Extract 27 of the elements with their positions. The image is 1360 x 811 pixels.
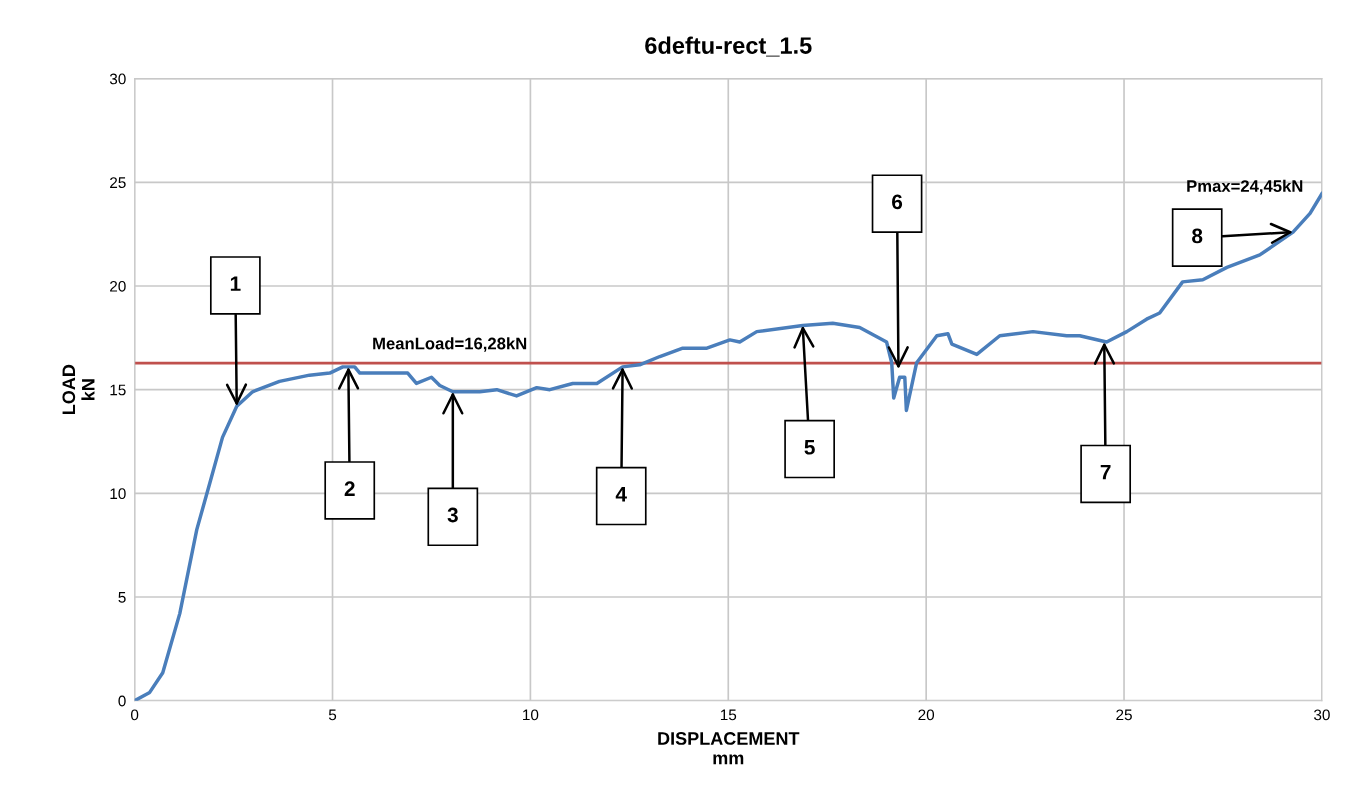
x-tick-label: 20 (918, 709, 935, 721)
annotation: 2 (344, 481, 355, 496)
x-axis-title: DISPLACEMENT mm (658, 732, 800, 765)
y-tick-label: 5 (118, 592, 126, 603)
y-axis-title: LOAD kN (62, 364, 95, 415)
x-tick-label: 15 (720, 709, 737, 721)
annotation: 4 (615, 487, 627, 502)
x-tick-label: 5 (328, 709, 337, 721)
annotation: 6 (892, 194, 903, 210)
y-tick-label: 25 (110, 177, 126, 189)
ref-line-label: MeanLoad=16,28kN (373, 337, 527, 352)
x-tick-label: 10 (523, 709, 539, 721)
annotation: 5 (804, 440, 815, 455)
y-tick-label: 30 (109, 73, 126, 85)
chart-title: 6deftu-rect_1.5 (645, 36, 812, 57)
annotation: 7 (1100, 465, 1111, 480)
y-tick-label: 0 (118, 695, 126, 707)
y-tick-label: 15 (110, 384, 126, 396)
x-tick-label: 0 (130, 709, 139, 721)
annotation: 3 (447, 507, 458, 523)
x-tick-label: 30 (1314, 709, 1330, 721)
annotation: Pmax=24,45kN (1187, 179, 1303, 195)
annotation: 8 (1192, 228, 1203, 244)
y-tick-label: 20 (110, 280, 126, 292)
x-tick-label: 25 (1116, 709, 1132, 721)
y-tick-label: 10 (110, 488, 126, 500)
annotation: 1 (230, 276, 241, 291)
